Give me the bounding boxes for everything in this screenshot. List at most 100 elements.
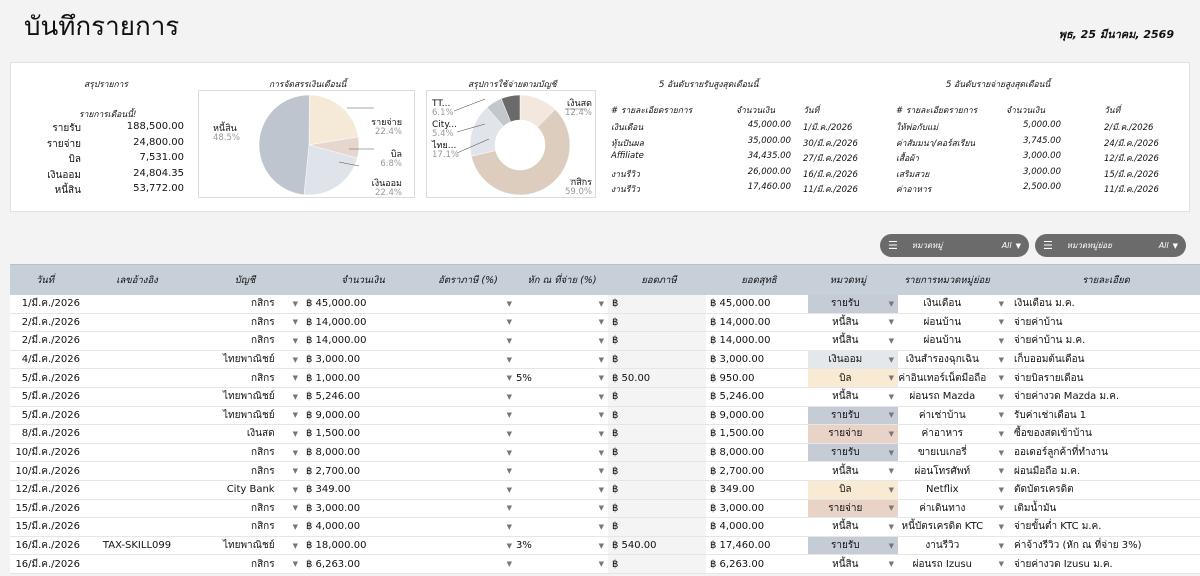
cell-category[interactable]: หนี้สิน ▼ [808,518,898,536]
cell-account[interactable]: เงินสด ▼ [192,425,302,443]
cell-account[interactable]: กสิกร ▼ [192,295,302,313]
cell-net[interactable]: ฿ 9,000.00 [706,407,808,425]
cell-withholding[interactable]: ▼ [516,295,608,313]
dropdown-arrow-icon[interactable]: ▼ [506,299,512,308]
dropdown-arrow-icon[interactable]: ▼ [998,522,1004,531]
dropdown-arrow-icon[interactable]: ▼ [506,522,512,531]
cell-tax-amount[interactable]: ฿ [608,425,706,443]
cell-detail[interactable]: เติมน้ำมัน [1014,502,1057,514]
cell-category[interactable]: เงินออม ▼ [808,350,898,369]
cell-subcategory[interactable]: ผ่อนรถ Mazda ▼ [898,388,1008,406]
cell-withholding[interactable]: ▼ [516,518,608,536]
cell-subcategory[interactable]: ผ่อนรถ Izusu ▼ [898,555,1008,573]
cell-withholding[interactable]: ▼ [516,407,608,425]
dropdown-arrow-icon[interactable]: ▼ [506,541,512,550]
cell-detail[interactable]: จ่ายค่าบ้าน [1014,316,1063,328]
dropdown-arrow-icon[interactable]: ▼ [888,448,894,457]
cell-subcategory[interactable]: ค่าเดินทาง ▼ [898,500,1008,518]
cell-date[interactable]: 15/มี.ค./2026 [15,521,80,533]
cell-amount[interactable]: ฿ 1,500.00 [302,425,420,443]
table-row[interactable]: 2/มี.ค./2026 กสิกร ▼ ฿ 14,000.00 ▼ ▼ ฿ ฿ 14,000… [10,313,1200,333]
cell-amount[interactable]: ฿ 4,000.00 [302,518,420,536]
cell-category[interactable]: หนี้สิน ▼ [808,555,898,573]
dropdown-arrow-icon[interactable]: ▼ [888,299,894,308]
dropdown-arrow-icon[interactable]: ▼ [598,411,604,420]
table-row[interactable]: 15/มี.ค./2026 กสิกร ▼ ฿ 3,000.00 ▼ ▼ ฿ ฿ 3,000.… [10,499,1200,519]
cell-date[interactable]: 5/มี.ค./2026 [21,409,80,421]
dropdown-arrow-icon[interactable]: ▼ [506,374,512,383]
cell-category[interactable]: รายรับ ▼ [808,295,898,313]
dropdown-arrow-icon[interactable]: ▼ [292,429,298,438]
cell-account[interactable]: City Bank ▼ [192,481,302,499]
cell-category[interactable]: บิล ▼ [808,369,898,387]
cell-withholding[interactable]: ▼ [516,555,608,573]
cell-ref[interactable] [82,555,192,573]
cell-withholding[interactable]: ▼ [516,481,608,499]
cell-withholding[interactable]: ▼ [516,314,608,332]
dropdown-arrow-icon[interactable]: ▼ [998,299,1004,308]
cell-date[interactable]: 16/มี.ค./2026 [15,540,80,552]
cell-net[interactable]: ฿ 950.00 [706,369,808,387]
cell-amount[interactable]: ฿ 3,000.00 [302,500,420,518]
cell-category[interactable]: รายจ่าย ▼ [808,499,898,518]
dropdown-arrow-icon[interactable]: ▼ [888,392,894,401]
cell-amount[interactable]: ฿ 8,000.00 [302,444,420,462]
cell-detail[interactable]: เงินเดือน ม.ค. [1014,298,1075,310]
dropdown-arrow-icon[interactable]: ▼ [506,560,512,569]
cell-ref[interactable]: TAX-SKILL099 [102,540,172,552]
table-row[interactable]: 4/มี.ค./2026 ไทยพาณิชย์ ▼ ฿ 3,000.00 ▼ ▼ ฿ ฿ 3,… [10,350,1200,370]
cell-tax-amount[interactable]: ฿ [608,313,706,332]
dropdown-arrow-icon[interactable]: ▼ [292,560,298,569]
cell-tax-rate[interactable]: ▼ [420,555,516,573]
dropdown-arrow-icon[interactable]: ▼ [998,541,1004,550]
cell-date[interactable]: 15/มี.ค./2026 [15,502,80,514]
cell-date[interactable]: 8/มี.ค./2026 [21,428,80,440]
cell-ref[interactable] [82,425,192,443]
cell-category[interactable]: หนี้สิน ▼ [808,387,898,406]
table-row[interactable]: 16/มี.ค./2026 กสิกร ▼ ฿ 6,263.00 ▼ ▼ ฿ ฿ 6,263.… [10,555,1200,574]
cell-tax-rate[interactable]: ▼ [420,425,516,443]
dropdown-arrow-icon[interactable]: ▼ [598,467,604,476]
dropdown-arrow-icon[interactable]: ▼ [888,560,894,569]
cell-tax-rate[interactable]: ▼ [420,388,516,406]
cell-tax-amount[interactable]: ฿ [608,387,706,406]
dropdown-arrow-icon[interactable]: ▼ [598,560,604,569]
dropdown-arrow-icon[interactable]: ▼ [506,336,512,345]
cell-subcategory[interactable]: Netflix ▼ [898,481,1008,499]
cell-detail[interactable]: เก็บออมต้นเดือน [1014,354,1085,366]
cell-withholding[interactable]: ▼ [516,425,608,443]
dropdown-arrow-icon[interactable]: ▼ [506,355,512,364]
cell-tax-amount[interactable]: ฿ [608,555,706,573]
cell-amount[interactable]: ฿ 9,000.00 [302,407,420,425]
cell-account[interactable]: ไทยพาณิชย์ ▼ [192,351,302,369]
cell-ref[interactable] [82,314,192,332]
cell-tax-rate[interactable]: ▼ [420,537,516,555]
dropdown-arrow-icon[interactable]: ▼ [888,336,894,345]
dropdown-arrow-icon[interactable]: ▼ [998,504,1004,513]
cell-tax-rate[interactable]: ▼ [420,332,516,350]
dropdown-arrow-icon[interactable]: ▼ [598,355,604,364]
cell-tax-rate[interactable]: ▼ [420,481,516,499]
cell-tax-amount[interactable]: ฿ [608,480,706,499]
cell-tax-amount[interactable]: ฿ [608,295,706,313]
dropdown-arrow-icon[interactable]: ▼ [888,355,894,364]
cell-account[interactable]: กสิกร ▼ [192,369,302,387]
cell-tax-rate[interactable]: ▼ [420,462,516,480]
cell-net[interactable]: ฿ 5,246.00 [706,388,808,406]
dropdown-arrow-icon[interactable]: ▼ [598,448,604,457]
cell-tax-amount[interactable]: ฿ 50.00 [608,369,706,387]
dropdown-arrow-icon[interactable]: ▼ [888,467,894,476]
table-row[interactable]: 2/มี.ค./2026 กสิกร ▼ ฿ 14,000.00 ▼ ▼ ฿ ฿ 14,000… [10,332,1200,351]
cell-withholding[interactable]: 5% ▼ [516,369,608,387]
cell-detail[interactable]: ซื้อของสดเข้าบ้าน [1014,428,1092,440]
dropdown-arrow-icon[interactable]: ▼ [598,392,604,401]
cell-tax-rate[interactable]: ▼ [420,500,516,518]
dropdown-arrow-icon[interactable]: ▼ [998,560,1004,569]
dropdown-arrow-icon[interactable]: ▼ [888,318,894,327]
table-row[interactable]: 8/มี.ค./2026 เงินสด ▼ ฿ 1,500.00 ▼ ▼ ฿ ฿ 1,500.… [10,425,1200,444]
cell-subcategory[interactable]: ผ่อนบ้าน ▼ [898,332,1008,350]
dropdown-arrow-icon[interactable]: ▼ [506,429,512,438]
cell-account[interactable]: ไทยพาณิชย์ ▼ [192,537,302,555]
dropdown-arrow-icon[interactable]: ▼ [506,485,512,494]
cell-category[interactable]: รายรับ ▼ [808,536,898,555]
